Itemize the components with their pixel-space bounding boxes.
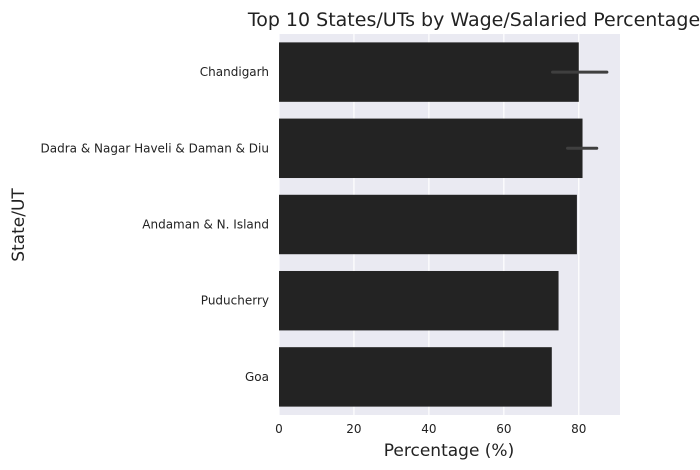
y-axis-label: State/UT <box>9 188 29 262</box>
x-tick-label: 60 <box>496 422 511 436</box>
bar <box>279 42 579 102</box>
x-axis-label: Percentage (%) <box>384 441 514 461</box>
bar <box>279 270 559 331</box>
y-tick-label: Goa <box>245 370 269 384</box>
bar <box>279 118 583 179</box>
y-tick-label: Dadra & Nagar Haveli & Daman & Diu <box>41 141 269 155</box>
x-tick-label: 0 <box>275 422 283 436</box>
x-tick-label: 80 <box>571 422 586 436</box>
x-tick-labels: 0 20 40 60 80 <box>275 422 586 436</box>
y-tick-label: Andaman & N. Island <box>142 218 269 232</box>
x-tick-label: 20 <box>346 422 361 436</box>
y-tick-label: Puducherry <box>201 294 269 308</box>
chart-title: Top 10 States/UTs by Wage/Salaried Perce… <box>247 9 700 31</box>
y-tick-label: Chandigarh <box>200 65 269 79</box>
bar <box>279 347 552 407</box>
error-bars <box>551 70 609 150</box>
y-tick-labels: Chandigarh Dadra & Nagar Haveli & Daman &… <box>41 65 269 384</box>
bar <box>279 194 577 255</box>
x-tick-label: 40 <box>421 422 436 436</box>
bars <box>279 42 583 407</box>
